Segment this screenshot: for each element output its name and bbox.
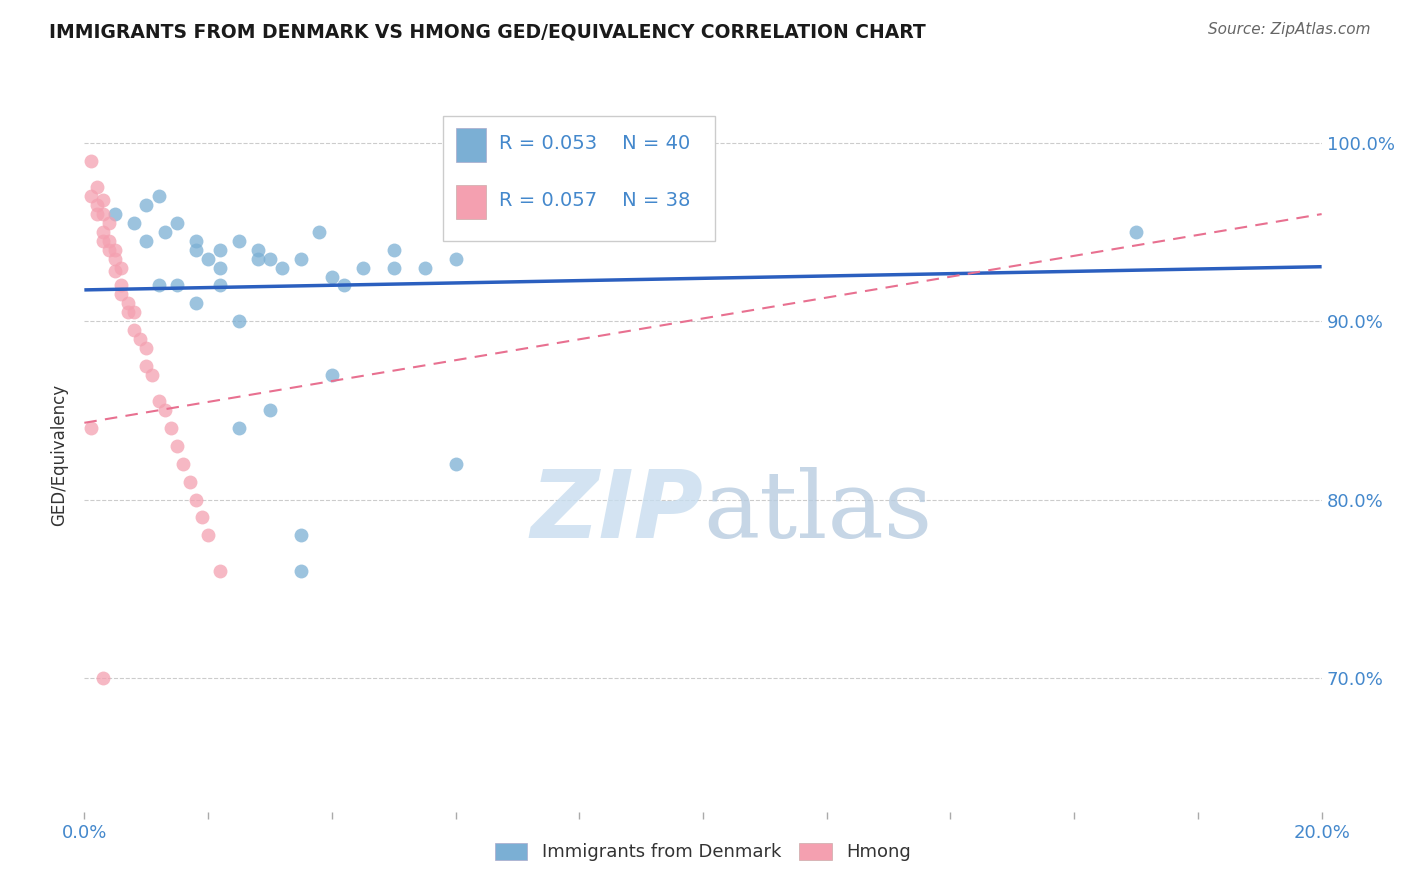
Point <box>197 252 219 266</box>
Point <box>98 234 121 248</box>
Point <box>148 278 170 293</box>
Point <box>91 234 114 248</box>
Legend: Immigrants from Denmark, Hmong: Immigrants from Denmark, Hmong <box>486 834 920 871</box>
Point <box>135 234 157 248</box>
Point <box>91 207 114 221</box>
Text: IMMIGRANTS FROM DENMARK VS HMONG GED/EQUIVALENCY CORRELATION CHART: IMMIGRANTS FROM DENMARK VS HMONG GED/EQU… <box>49 22 927 41</box>
Text: R = 0.057    N = 38: R = 0.057 N = 38 <box>499 191 690 210</box>
Point <box>228 314 250 328</box>
Point <box>79 189 101 203</box>
Point <box>135 359 157 373</box>
Point <box>110 287 132 301</box>
Point <box>148 394 170 409</box>
Point <box>91 671 114 685</box>
Point <box>148 189 170 203</box>
Point <box>110 260 132 275</box>
Point <box>135 341 157 355</box>
Point <box>1125 225 1147 239</box>
Bar <box>456 186 486 219</box>
Point <box>122 305 145 319</box>
Point <box>79 421 101 435</box>
Point <box>197 528 219 542</box>
Point <box>259 252 281 266</box>
Point <box>153 225 176 239</box>
Point <box>246 252 269 266</box>
Point <box>246 243 269 257</box>
Point <box>86 180 108 194</box>
Text: atlas: atlas <box>703 467 932 557</box>
Point <box>382 260 405 275</box>
Point <box>160 421 183 435</box>
Point <box>166 439 188 453</box>
Point <box>91 193 114 207</box>
Point <box>321 368 343 382</box>
Point <box>129 332 152 346</box>
Point <box>290 252 312 266</box>
Point <box>86 198 108 212</box>
Point <box>568 127 591 141</box>
Point <box>308 225 330 239</box>
Point <box>271 260 294 275</box>
Point <box>104 252 127 266</box>
Point <box>122 216 145 230</box>
Point <box>117 296 139 310</box>
Point <box>259 403 281 417</box>
Point <box>413 260 436 275</box>
Point <box>191 510 214 524</box>
Point <box>104 243 127 257</box>
Y-axis label: GED/Equivalency: GED/Equivalency <box>51 384 69 526</box>
Point <box>290 564 312 578</box>
Point <box>135 198 157 212</box>
Point <box>228 421 250 435</box>
Point <box>321 269 343 284</box>
Point <box>79 153 101 168</box>
Bar <box>456 128 486 162</box>
Point <box>86 207 108 221</box>
Point <box>209 243 232 257</box>
Text: ZIP: ZIP <box>530 466 703 558</box>
Point <box>382 243 405 257</box>
Point <box>104 207 127 221</box>
Point <box>184 492 207 507</box>
Point <box>184 296 207 310</box>
Text: Source: ZipAtlas.com: Source: ZipAtlas.com <box>1208 22 1371 37</box>
Point <box>444 457 467 471</box>
Point <box>290 528 312 542</box>
Point <box>209 260 232 275</box>
Point <box>179 475 201 489</box>
Point <box>153 403 176 417</box>
FancyBboxPatch shape <box>443 116 716 241</box>
Point <box>333 278 356 293</box>
Point <box>209 564 232 578</box>
Point <box>110 278 132 293</box>
Point <box>104 264 127 278</box>
Point <box>117 305 139 319</box>
Point <box>122 323 145 337</box>
Point <box>228 234 250 248</box>
Point <box>141 368 163 382</box>
Point <box>172 457 194 471</box>
Point <box>444 207 467 221</box>
Point <box>98 243 121 257</box>
Point <box>184 234 207 248</box>
Point <box>166 216 188 230</box>
Point <box>184 243 207 257</box>
Point <box>166 278 188 293</box>
Point <box>444 252 467 266</box>
Text: R = 0.053    N = 40: R = 0.053 N = 40 <box>499 134 690 153</box>
Point <box>352 260 374 275</box>
Point <box>98 216 121 230</box>
Point <box>91 225 114 239</box>
Point <box>209 278 232 293</box>
